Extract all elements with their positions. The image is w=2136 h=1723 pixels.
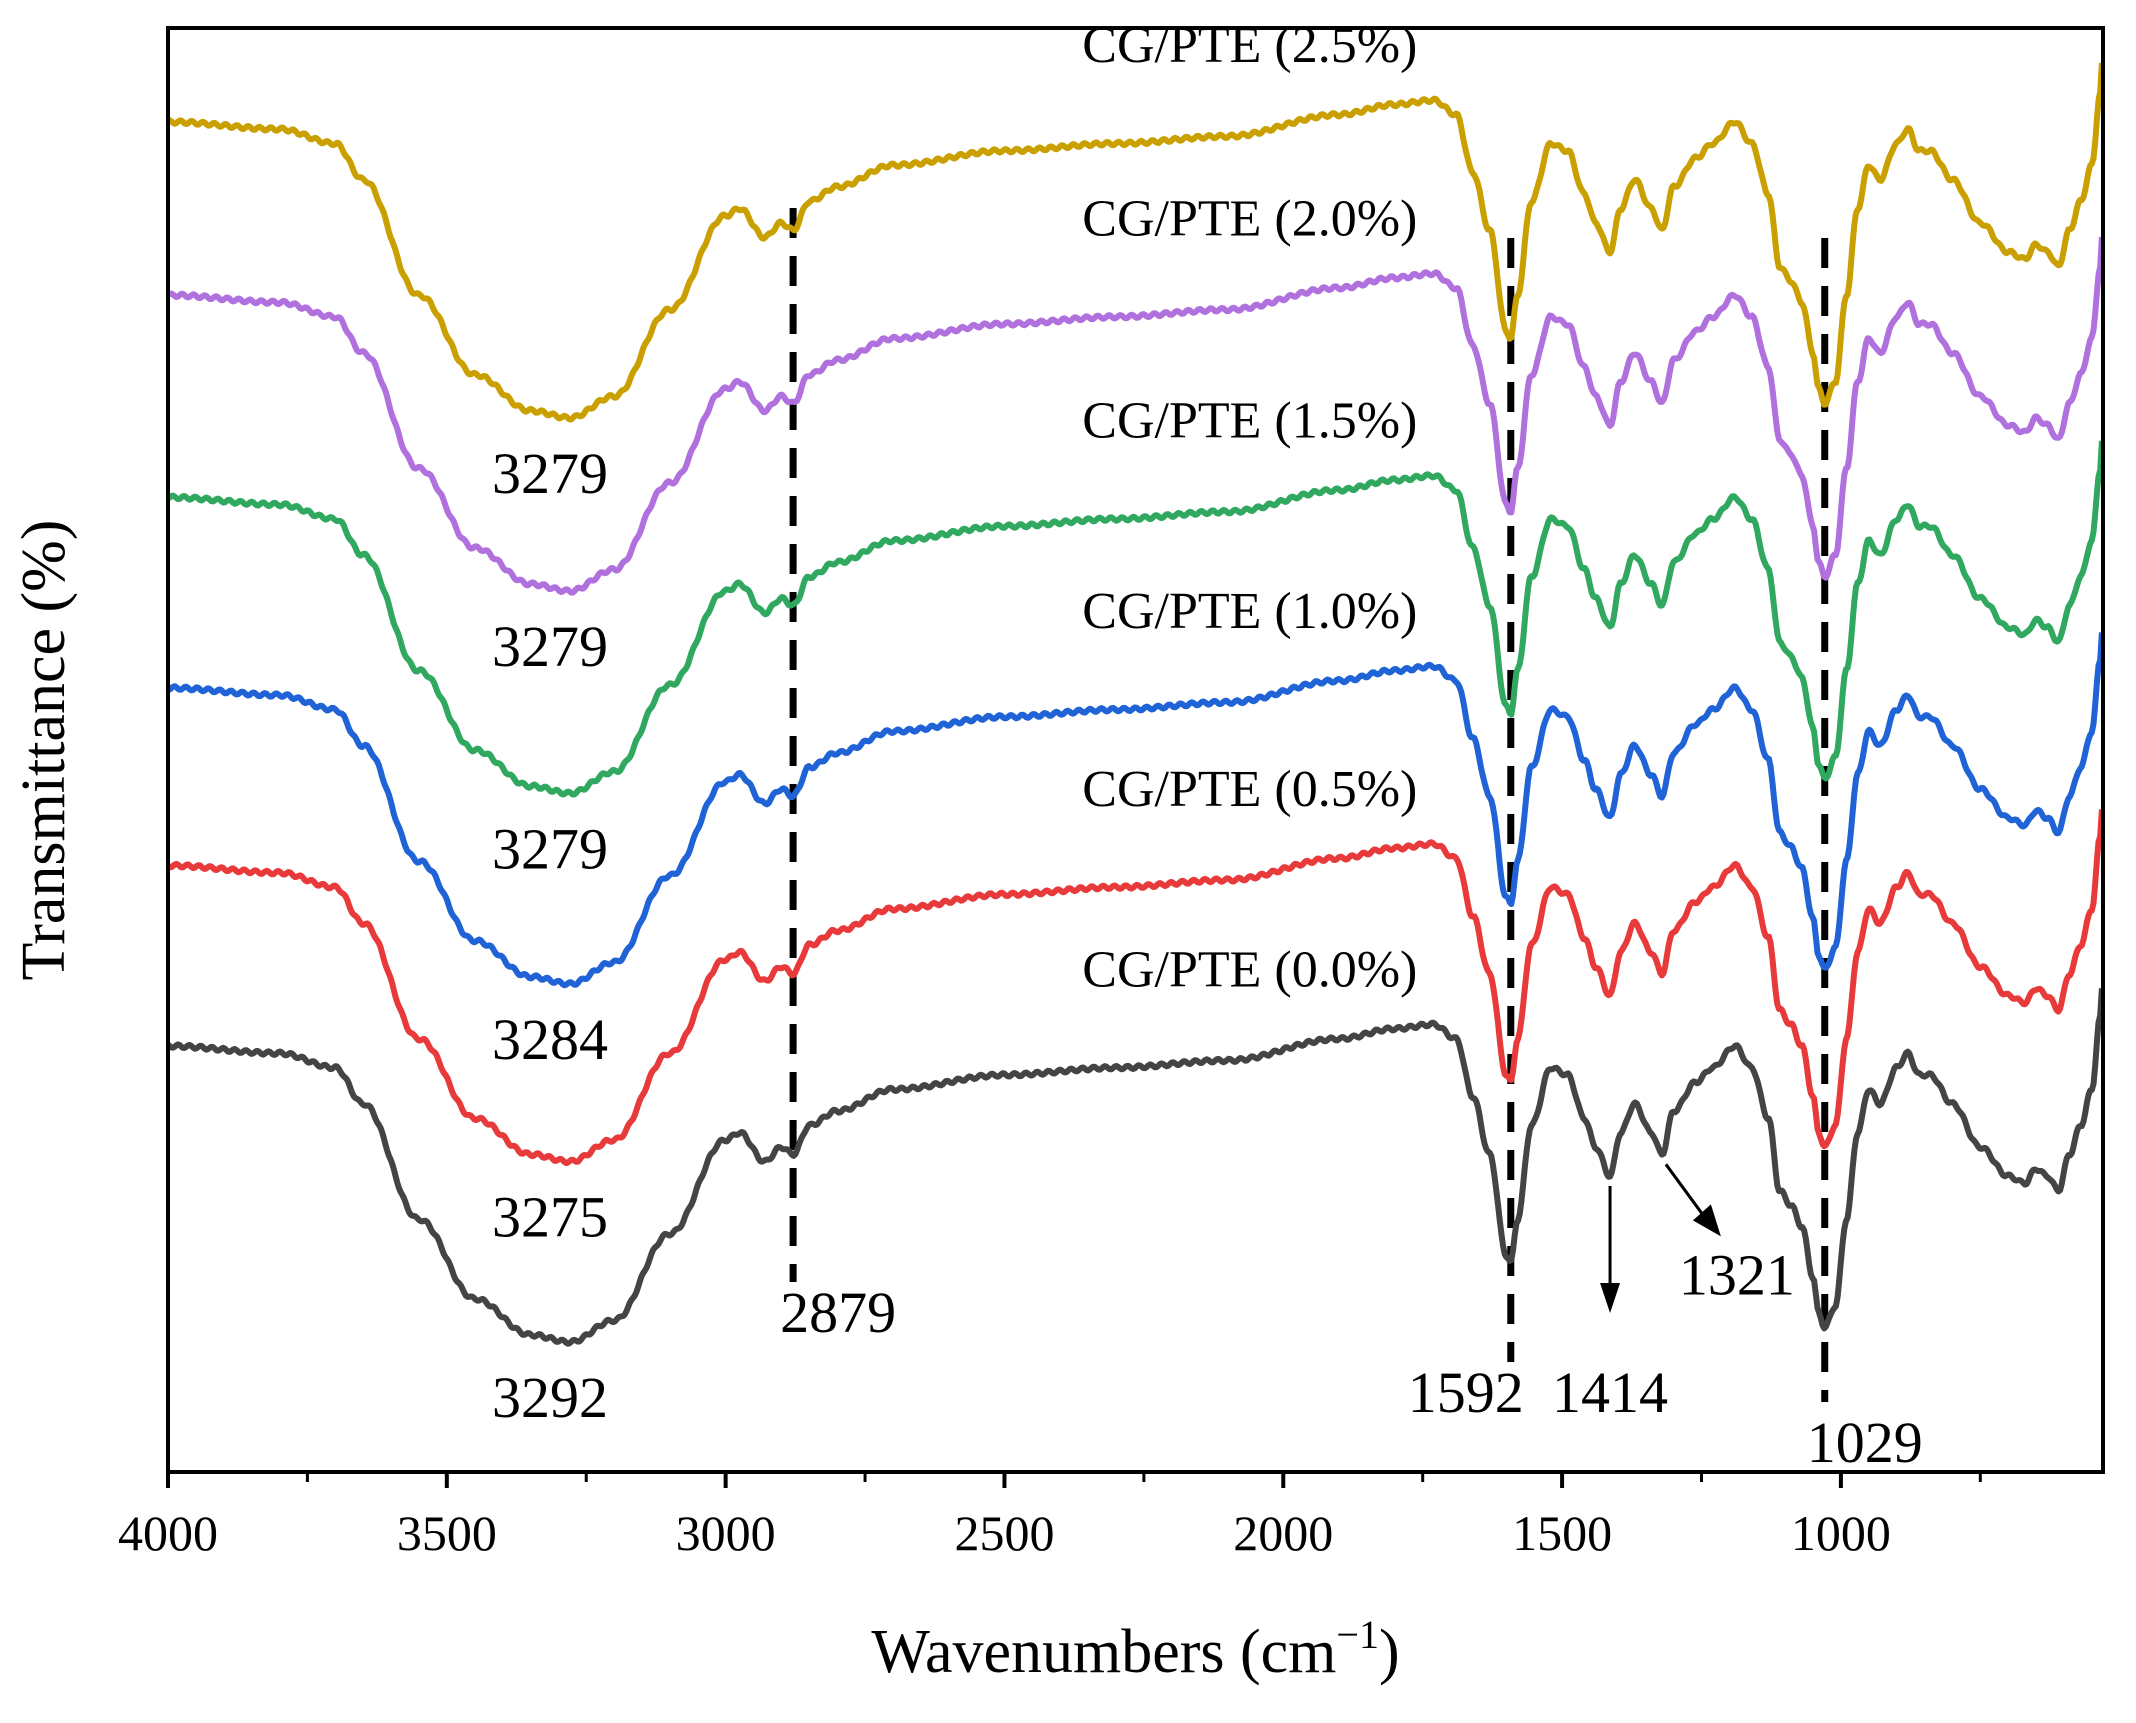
reference-lines [789,208,1829,1402]
x-tick-label-4000: 4000 [118,1505,218,1561]
x-axis-title: Wavenumbers (cm−1) [871,1612,1399,1686]
series-label-0: CG/PTE (2.5%) [1082,17,1417,74]
series-line-2 [166,440,2105,798]
x-tick-label-2000: 2000 [1233,1505,1333,1561]
series-label-4: CG/PTE (0.5%) [1082,761,1417,818]
plot-frame [166,26,2105,1474]
peak-label-oh-2: 3279 [492,816,608,881]
series-label-3: CG/PTE (1.0%) [1082,583,1417,640]
reference-label-2879: 2879 [780,1280,896,1345]
series-label-2: CG/PTE (1.5%) [1082,393,1417,450]
annotation-arrow-1321 [1664,1163,1709,1222]
series-line-0 [166,62,2105,423]
peak-label-oh-0: 3279 [492,441,608,506]
series-line-4 [166,809,2105,1167]
series-line-5 [166,988,2105,1347]
x-tick-label-2500: 2500 [954,1505,1054,1561]
x-tick-label-3000: 3000 [676,1505,776,1561]
series-line-1 [166,236,2105,596]
annotation-label-1321: 1321 [1679,1242,1795,1307]
x-tick-label-1500: 1500 [1512,1505,1612,1561]
peak-label-oh-4: 3275 [492,1185,608,1250]
series-label-1: CG/PTE (2.0%) [1082,190,1417,247]
series-line-3 [166,632,2105,989]
label-layer: CG/PTE (2.5%) 3279 CG/PTE (2.0%) 3279 CG/PTE… [492,17,1923,1475]
x-tick-label-3500: 3500 [397,1505,497,1561]
reference-label-1029: 1029 [1807,1410,1923,1475]
y-axis-title: Transmittance (%) [10,520,78,981]
series-label-5: CG/PTE (0.0%) [1082,941,1417,998]
axis-layer: 4000 3500 3000 2500 2000 1500 1000 Wavenumbers … [10,520,1982,1686]
x-tick-label-1000: 1000 [1791,1505,1891,1561]
annotation-label-1414: 1414 [1552,1360,1668,1425]
series-layer [166,62,2105,1347]
peak-label-oh-5: 3292 [492,1365,608,1430]
annotation-arrowhead-1321 [1692,1204,1721,1237]
reference-label-1592: 1592 [1408,1360,1524,1425]
annotation-arrowhead-1414 [1600,1283,1621,1313]
x-axis-title-superscript: −1 [1336,1612,1379,1657]
x-axis-title-main: Wavenumbers (cm [871,1618,1336,1686]
x-axis-title-close: ) [1379,1618,1400,1686]
peak-label-oh-1: 3279 [492,614,608,679]
peak-label-oh-3: 3284 [492,1007,608,1072]
